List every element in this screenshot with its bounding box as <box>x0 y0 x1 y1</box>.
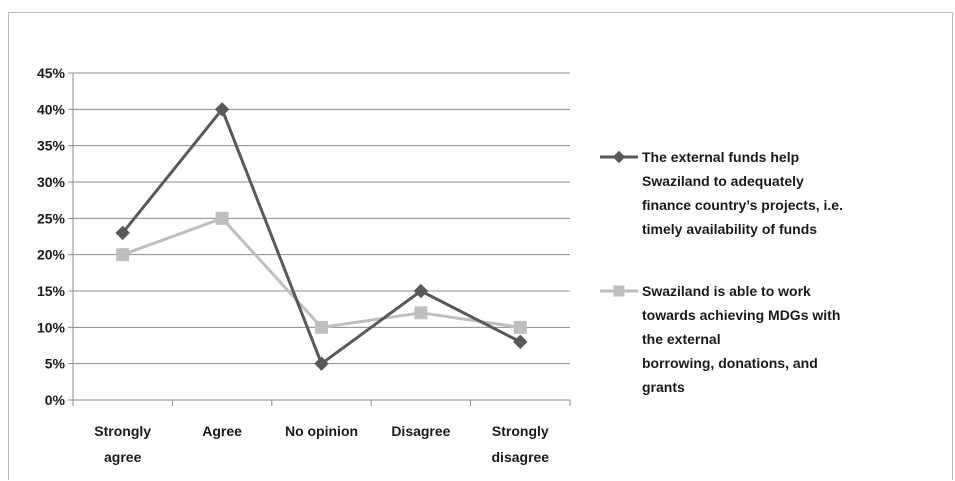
series-markers <box>115 102 528 371</box>
y-tick-label: 30% <box>37 174 66 190</box>
square-marker <box>315 320 328 334</box>
x-tick-label: Strongly disagree <box>492 423 550 465</box>
square-marker <box>215 211 229 225</box>
legend-text-line: towards achieving MDGs with <box>642 307 840 323</box>
y-tick-label: 0% <box>45 392 66 408</box>
diamond-marker <box>214 102 230 117</box>
legend-entry-2: Swaziland is able to work towards achievi… <box>642 283 840 395</box>
x-tick-label: No opinion <box>285 423 358 439</box>
y-tick-label: 25% <box>37 210 66 226</box>
y-tick-label: 20% <box>37 247 66 263</box>
legend: The external funds help Swaziland to adeq… <box>600 149 843 395</box>
legend-text-line: Swaziland is able to work <box>642 283 811 299</box>
legend-text-line: grants <box>642 379 685 395</box>
y-tick-label: 15% <box>37 283 66 299</box>
legend-text-line: the external <box>642 331 721 347</box>
x-tick-label-line: Strongly <box>492 423 549 439</box>
legend-entry-1: The external funds help Swaziland to adeq… <box>642 149 843 237</box>
gridlines <box>73 72 570 365</box>
y-tick-label: 45% <box>37 65 66 81</box>
square-marker <box>414 306 428 320</box>
y-tick-label: 10% <box>37 319 66 335</box>
x-tick-label-line: Agree <box>202 423 242 439</box>
y-tick-label: 5% <box>45 356 66 372</box>
diamond-marker <box>115 225 130 241</box>
x-tick-label-line: agree <box>104 449 142 465</box>
x-tick-label: Disagree <box>391 423 450 439</box>
x-tick-label: Agree <box>202 423 242 439</box>
legend-text-line: timely availability of funds <box>642 221 817 237</box>
chart-frame <box>8 12 953 480</box>
x-tick-label-line: No opinion <box>285 423 358 439</box>
y-tick-labels: 0% 5% 10% 15% 20% 25% 30% 35% 40% 45% <box>37 65 66 408</box>
legend-text-line: The external funds help <box>642 149 799 165</box>
diamond-marker <box>413 283 429 299</box>
square-marker <box>513 320 527 334</box>
square-marker <box>613 285 625 297</box>
y-tick-label: 40% <box>37 101 66 117</box>
legend-text-line: finance country’s projects, i.e. <box>642 197 843 213</box>
legend-text-line: Swaziland to adequately <box>642 173 804 189</box>
x-tick-label-line: disagree <box>492 449 550 465</box>
diamond-marker <box>612 150 626 164</box>
y-tick-label: 35% <box>37 138 66 154</box>
legend-text-line: borrowing, donations, and <box>642 355 818 371</box>
x-tick-label: Strongly agree <box>94 423 151 465</box>
axes <box>68 72 571 406</box>
diamond-marker <box>314 356 329 371</box>
diamond-marker <box>513 334 528 350</box>
x-tick-label-line: Disagree <box>391 423 450 439</box>
square-marker <box>116 248 130 262</box>
x-tick-label-line: Strongly <box>94 423 151 439</box>
x-tick-labels: Strongly agree Agree No opinion Disagree Stro… <box>94 423 549 465</box>
